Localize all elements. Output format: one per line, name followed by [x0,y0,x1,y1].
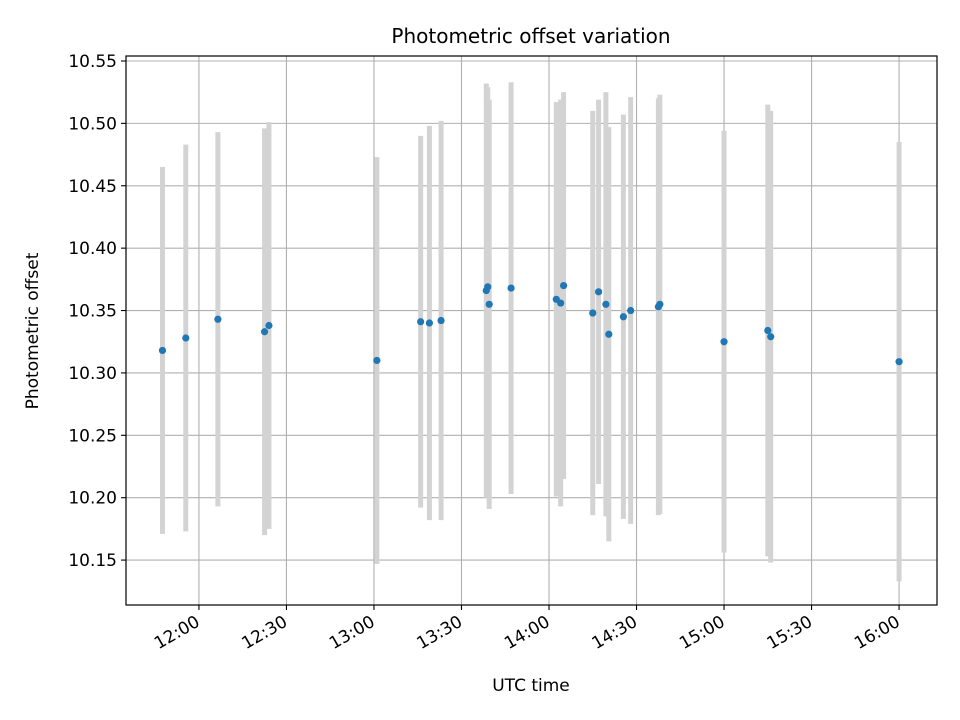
y-tick-label: 10.25 [68,426,117,446]
data-point [507,284,515,292]
data-point [720,338,728,346]
x-axis-title: UTC time [492,676,570,696]
data-point [602,300,610,308]
y-tick-label: 10.15 [68,551,117,571]
y-tick-label: 10.50 [68,114,117,134]
data-point [485,300,493,308]
data-point [619,313,627,321]
data-point [764,326,772,335]
data-point [437,316,445,325]
data-point [627,306,635,315]
y-tick-label: 10.35 [68,302,117,322]
chart-title: Photometric offset variation [391,24,670,48]
y-tick-label: 10.40 [68,239,117,259]
data-point [158,346,167,355]
grid [126,56,937,605]
plot-frame [125,55,938,606]
data-point [182,334,190,342]
data-point [594,288,603,296]
data-point [214,315,222,323]
data-point [605,330,613,338]
data-point [895,358,903,366]
data-point [425,319,433,327]
data-point [656,300,664,308]
data-point [557,299,565,307]
data-point [484,283,492,291]
data-point [767,333,775,341]
y-tick-label: 10.45 [68,177,117,197]
y-tick-label: 10.55 [68,52,117,72]
data-point [559,281,568,290]
data-point [265,321,273,330]
data-point [260,328,269,336]
y-tick-label: 10.20 [68,489,117,509]
y-axis-title: Photometric offset [23,252,43,409]
y-tick-label: 10.30 [68,364,117,384]
data-point [373,356,381,365]
data-points [158,281,903,366]
data-point [417,318,425,326]
data-point [589,309,597,317]
